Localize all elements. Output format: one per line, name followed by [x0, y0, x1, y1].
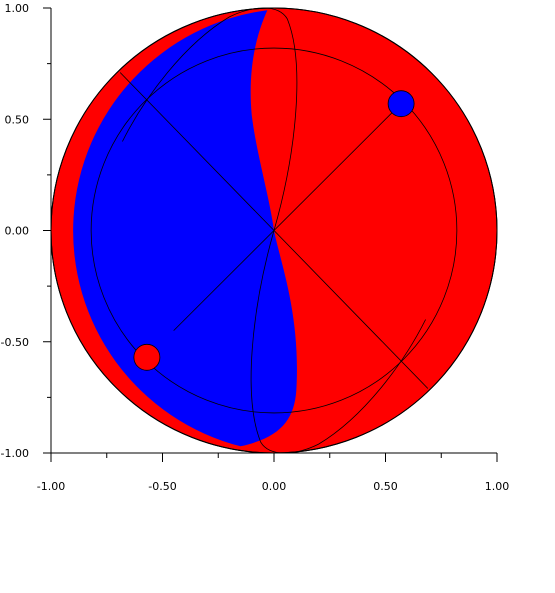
y-tick-label: -1.00: [1, 447, 29, 460]
x-tick-label: 1.00: [485, 480, 510, 493]
upper-curve: [122, 7, 298, 231]
data-point-blue: [387, 90, 415, 118]
x-tick-label: 0.50: [373, 480, 398, 493]
y-tick-label: -0.50: [1, 336, 29, 349]
y-tick-label: 0.50: [5, 113, 30, 126]
diagonal-line-2: [173, 112, 393, 331]
y-tick-label: 1.00: [5, 2, 30, 15]
x-tick-label: 0.00: [262, 480, 287, 493]
x-tick-label: -0.50: [148, 480, 176, 493]
x-tick-label: -1.00: [37, 480, 65, 493]
inner-circle: [90, 47, 458, 414]
data-point-red: [133, 343, 161, 371]
y-tick-label: 0.00: [5, 225, 30, 238]
lower-curve: [250, 230, 426, 454]
